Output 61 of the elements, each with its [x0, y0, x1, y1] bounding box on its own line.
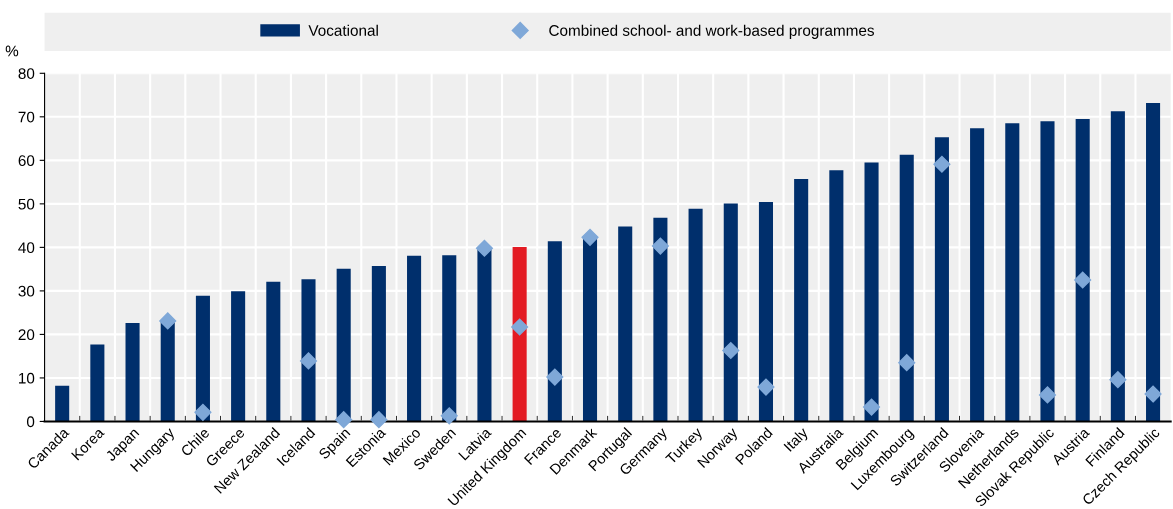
- point: [1144, 385, 1162, 403]
- point: [440, 407, 458, 425]
- bar: [1146, 102, 1161, 422]
- bar: [1110, 111, 1125, 422]
- bar: [125, 323, 140, 422]
- bar: [301, 279, 316, 422]
- point: [335, 411, 353, 429]
- point: [933, 155, 951, 173]
- legend-label: Vocational: [308, 24, 378, 36]
- bar: [160, 321, 175, 422]
- point: [1038, 386, 1057, 404]
- point: [722, 341, 740, 360]
- point: [651, 237, 669, 255]
- bar: [477, 248, 492, 422]
- point: [1109, 371, 1127, 389]
- bar: [1040, 121, 1055, 422]
- y-axis-title: %: [5, 45, 19, 57]
- point: [194, 403, 212, 421]
- bar: [266, 281, 281, 422]
- point: [159, 312, 177, 330]
- bar: [794, 179, 809, 422]
- bar: [1075, 118, 1090, 422]
- bar: [618, 226, 633, 422]
- point: [757, 378, 775, 396]
- bar: [55, 385, 70, 422]
- bar: [934, 137, 949, 422]
- y-tick-label: 40: [18, 242, 35, 254]
- point: [1074, 271, 1092, 289]
- bar: [899, 154, 914, 422]
- y-tick-label: 20: [18, 329, 35, 341]
- y-tick-label: 70: [18, 111, 35, 123]
- bar: [688, 208, 703, 422]
- point: [475, 239, 494, 257]
- bar: [758, 202, 774, 422]
- point: [299, 352, 318, 370]
- point: [581, 228, 599, 246]
- bar: [653, 217, 668, 422]
- y-tick-label: 60: [18, 155, 35, 167]
- bar: [90, 344, 105, 422]
- y-tick-label: 10: [19, 372, 35, 384]
- bar: [829, 170, 844, 422]
- bar: [723, 203, 738, 422]
- bar: [407, 255, 422, 422]
- bar: [864, 162, 879, 422]
- y-tick-label: 30: [18, 285, 35, 297]
- point: [898, 354, 916, 372]
- bar: [582, 237, 598, 422]
- bar: [442, 255, 457, 422]
- y-tick-label: 80: [18, 68, 35, 79]
- bar: [1005, 123, 1020, 422]
- bar: [970, 128, 985, 422]
- bar: [547, 241, 562, 422]
- bar: [512, 246, 527, 422]
- point: [546, 368, 564, 386]
- point: [862, 398, 881, 416]
- y-tick-label: 0: [26, 416, 35, 428]
- point: [511, 318, 529, 336]
- bar: [231, 291, 246, 422]
- legend-label: Combined school- and work-based programmes: [549, 24, 874, 39]
- point: [370, 411, 388, 429]
- y-tick-label: 50: [18, 198, 35, 210]
